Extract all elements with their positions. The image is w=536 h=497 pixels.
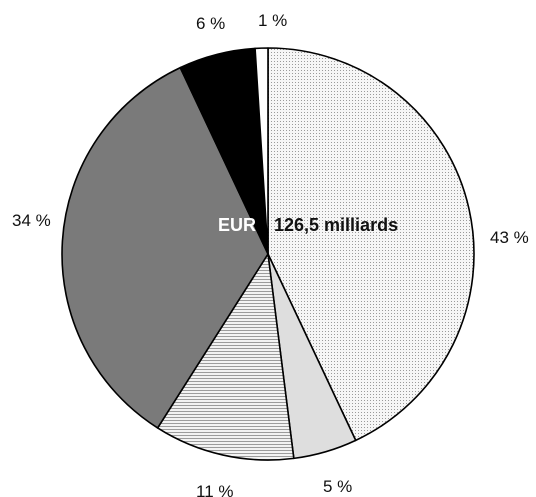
center-total: EUR 126,5 milliards <box>218 215 398 235</box>
slice-label-11: 11 % <box>196 482 234 497</box>
slice-label-1: 1 % <box>258 11 287 30</box>
pie-slices <box>61 47 475 461</box>
center-currency: EUR <box>218 215 256 235</box>
pie-slice-34 <box>61 66 269 429</box>
center-amount: 126,5 milliards <box>274 215 398 235</box>
pie-slice-11 <box>156 253 295 461</box>
slice-label-34: 34 % <box>12 211 51 230</box>
pie-slice-43 <box>267 47 475 442</box>
slice-label-5: 5 % <box>323 477 352 496</box>
slice-label-43: 43 % <box>490 228 529 247</box>
slice-label-6: 6 % <box>196 14 225 33</box>
pie-labels: 43 % 5 % 11 % 34 % 6 % 1 % <box>12 11 529 497</box>
pie-slice-1 <box>254 47 269 255</box>
